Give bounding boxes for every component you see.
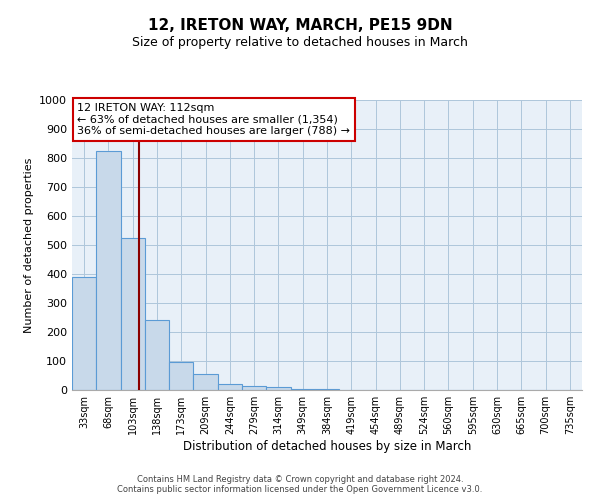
Bar bbox=[169, 362, 193, 390]
Bar bbox=[266, 387, 290, 390]
Bar bbox=[242, 386, 266, 390]
Text: Contains HM Land Registry data © Crown copyright and database right 2024.
Contai: Contains HM Land Registry data © Crown c… bbox=[118, 474, 482, 494]
Bar bbox=[218, 384, 242, 390]
Text: 12 IRETON WAY: 112sqm
← 63% of detached houses are smaller (1,354)
36% of semi-d: 12 IRETON WAY: 112sqm ← 63% of detached … bbox=[77, 103, 350, 136]
Bar bbox=[290, 388, 315, 390]
X-axis label: Distribution of detached houses by size in March: Distribution of detached houses by size … bbox=[183, 440, 471, 453]
Bar bbox=[193, 374, 218, 390]
Bar bbox=[72, 277, 96, 390]
Text: 12, IRETON WAY, MARCH, PE15 9DN: 12, IRETON WAY, MARCH, PE15 9DN bbox=[148, 18, 452, 32]
Text: Size of property relative to detached houses in March: Size of property relative to detached ho… bbox=[132, 36, 468, 49]
Y-axis label: Number of detached properties: Number of detached properties bbox=[23, 158, 34, 332]
Bar bbox=[145, 320, 169, 390]
Bar bbox=[96, 151, 121, 390]
Bar bbox=[121, 238, 145, 390]
